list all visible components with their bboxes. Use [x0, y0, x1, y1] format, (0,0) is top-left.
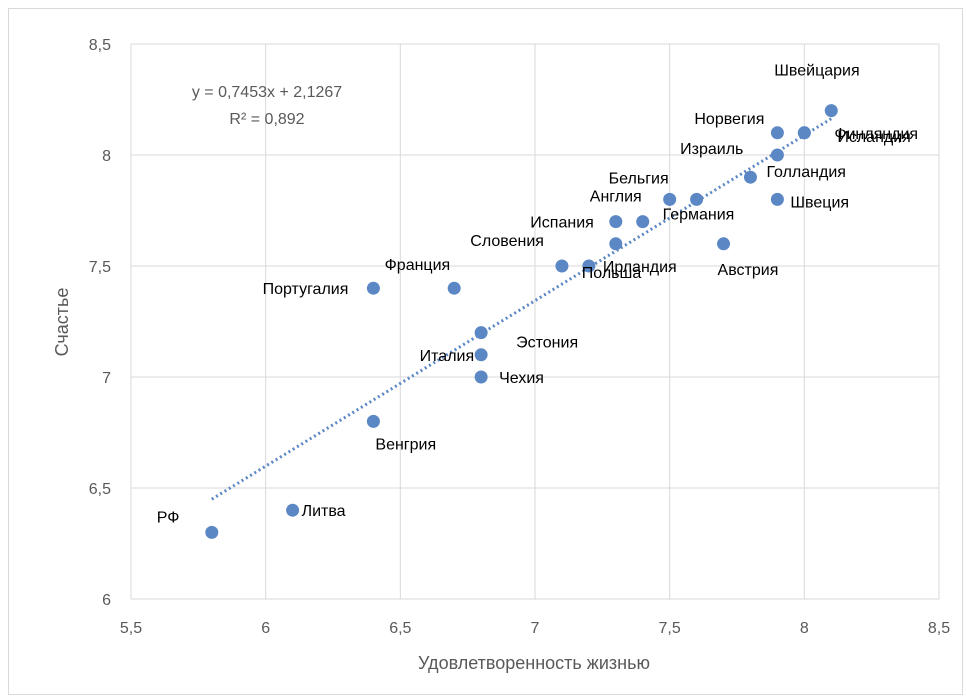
y-axis-title: Счастье: [52, 288, 72, 357]
data-point: [366, 281, 380, 295]
data-point: [447, 281, 461, 295]
data-point: [690, 192, 704, 206]
linear-trendline: [211, 117, 833, 501]
point-label: Чехия: [499, 370, 544, 387]
data-point: [474, 370, 488, 384]
trendline-r-squared: R² = 0,892: [229, 111, 304, 128]
data-point: [824, 104, 838, 118]
point-labels: РФ Литва Венгрия Португалия Франция Эстония Ит…: [157, 63, 918, 527]
gridlines: [130, 43, 940, 600]
data-point: [366, 414, 380, 428]
point-label: Австрия: [718, 262, 779, 279]
point-label: Швейцария: [774, 63, 859, 80]
point-label: Италия: [420, 348, 474, 365]
trendline-equation: y = 0,7453x + 2,1267: [192, 84, 342, 101]
point-label: Ирландия: [603, 259, 677, 276]
data-point: [770, 126, 784, 140]
x-tick-label: 7: [531, 620, 540, 637]
x-tick-label: 5,5: [120, 620, 142, 637]
data-point: [582, 259, 596, 273]
point-label: Литва: [302, 503, 346, 520]
point-label: Испания: [530, 215, 594, 232]
x-tick-label: 6: [261, 620, 270, 637]
data-point: [770, 192, 784, 206]
data-point: [797, 126, 811, 140]
point-label: Польша: [582, 265, 642, 282]
point-label: Швеция: [790, 194, 849, 211]
data-point: [609, 215, 623, 229]
point-label: Голландия: [766, 164, 845, 181]
point-label: Исландия: [837, 129, 911, 146]
x-tick-label: 8: [800, 620, 809, 637]
point-label: Израиль: [680, 141, 743, 158]
y-tick-label: 8: [102, 148, 111, 165]
data-point: [770, 148, 784, 162]
data-point: [636, 215, 650, 229]
data-point: [663, 192, 677, 206]
x-tick-label: 6,5: [389, 620, 411, 637]
data-point: [717, 237, 731, 251]
point-label: Финляндия: [834, 126, 918, 143]
data-points: [205, 104, 838, 539]
point-label: Англия: [590, 189, 642, 206]
x-axis-ticks: 5,5 6 6,5 7 7,5 8 8,5: [120, 620, 950, 637]
y-tick-label: 8,5: [89, 37, 111, 54]
x-tick-label: 8,5: [928, 620, 950, 637]
data-point: [286, 503, 300, 517]
y-tick-label: 6,5: [89, 481, 111, 498]
point-label: Норвегия: [694, 111, 764, 128]
point-label: Франция: [385, 257, 451, 274]
y-tick-label: 7,5: [89, 259, 111, 276]
x-tick-label: 7,5: [659, 620, 681, 637]
y-axis-ticks: 6 6,5 7 7,5 8 8,5: [89, 37, 111, 609]
x-axis-title: Удовлетворенность жизнью: [418, 653, 650, 673]
point-label: Германия: [663, 206, 735, 223]
data-point: [474, 348, 488, 362]
point-label: Венгрия: [375, 436, 436, 453]
data-point: [474, 326, 488, 340]
y-tick-label: 6: [102, 592, 111, 609]
data-point: [205, 525, 219, 539]
point-label: Бельгия: [609, 170, 669, 187]
data-point: [743, 170, 757, 184]
data-point: [609, 237, 623, 251]
y-tick-label: 7: [102, 370, 111, 387]
data-point: [555, 259, 569, 273]
point-label: РФ: [157, 509, 180, 526]
point-label: Португалия: [263, 281, 349, 298]
point-label: Словения: [470, 233, 544, 250]
point-label: Эстония: [516, 335, 578, 352]
